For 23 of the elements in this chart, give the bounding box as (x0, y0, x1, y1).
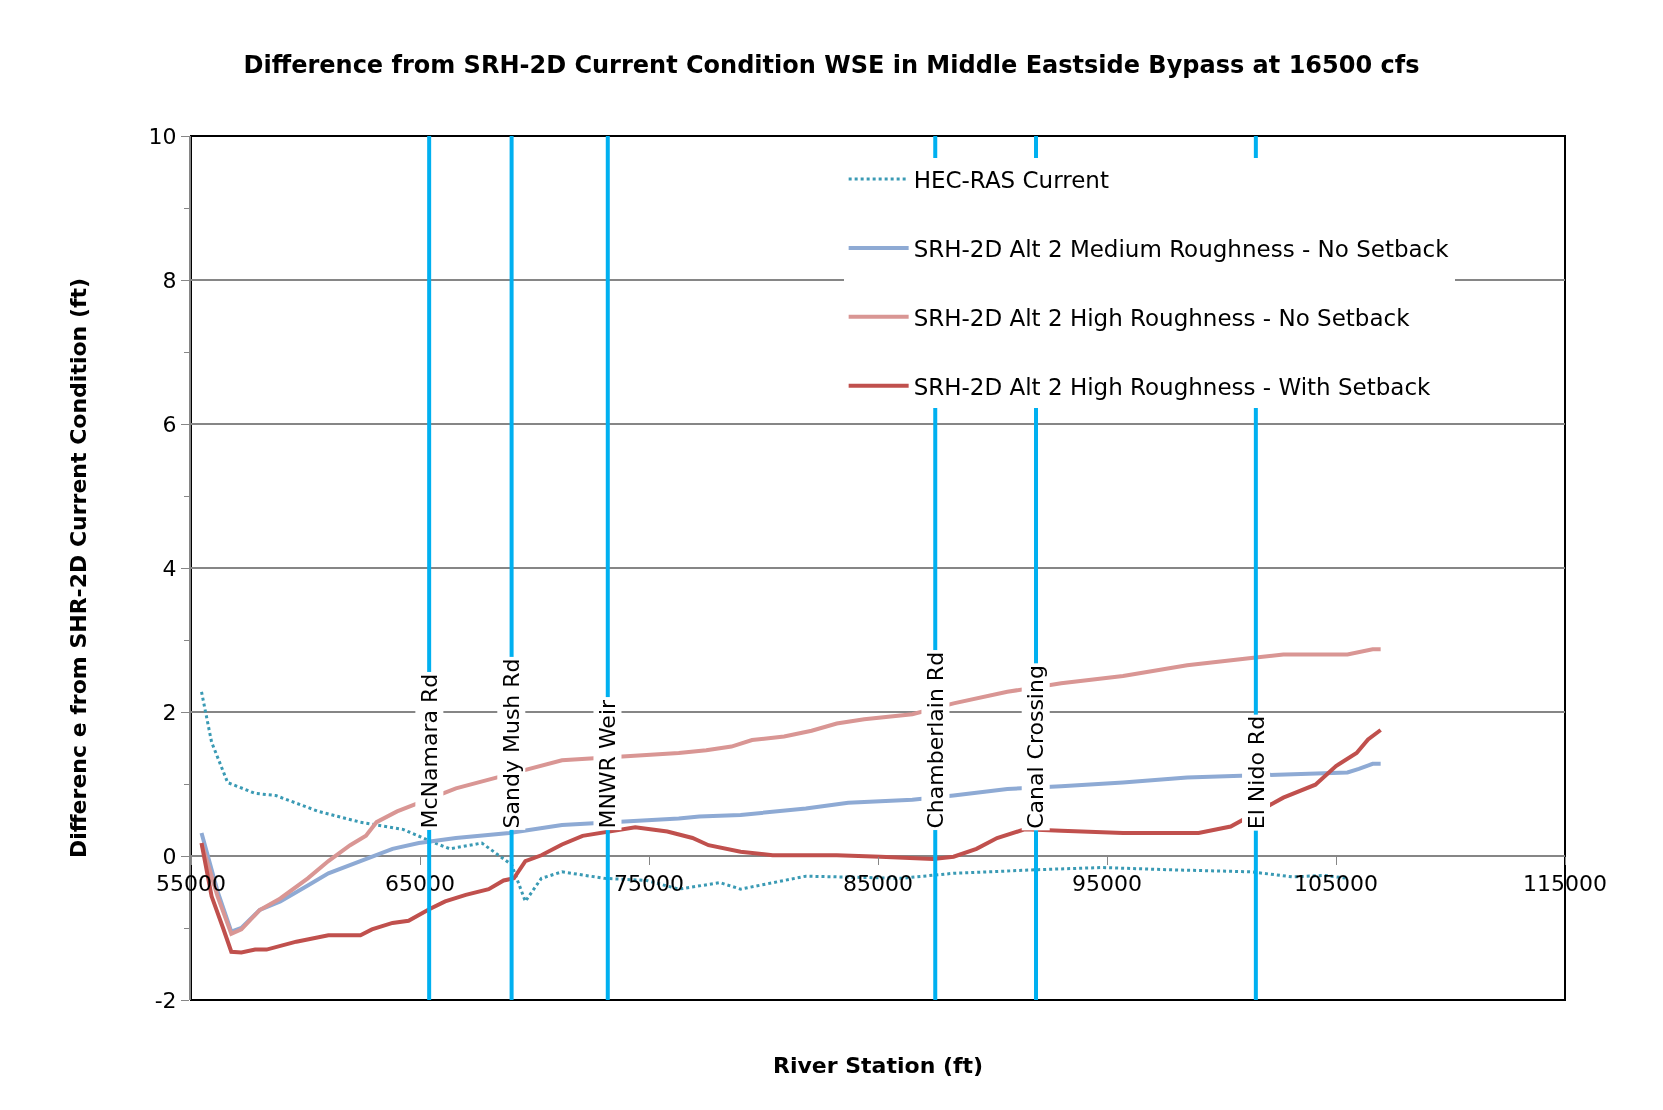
y-tick-label: -2 (154, 987, 177, 1013)
y-tick-label: 2 (162, 699, 177, 725)
ref-line-label: Canal Crossing (1023, 665, 1049, 829)
y-tick-label: 10 (148, 123, 177, 149)
chart-title: Difference from SRH-2D Current Condition WSE in Middle Eastside Bypass at 16500 cfs (243, 51, 1420, 80)
ref-line-label: MNWR Weir (594, 699, 620, 829)
ref-line-label: Sandy Mush Rd (498, 658, 524, 829)
ref-line-label: El Nido Rd (1243, 715, 1269, 830)
legend-label: SRH-2D Alt 2 Medium Roughness - No Setback (913, 235, 1450, 262)
y-tick-label: 6 (162, 411, 177, 437)
x-axis-title: River Station (ft) (773, 1053, 984, 1078)
legend-label: SRH-2D Alt 2 High Roughness - No Setback (913, 304, 1411, 331)
x-tick-label: 105000 (1294, 871, 1378, 897)
x-tick-label: 85000 (843, 871, 913, 897)
legend-label: HEC-RAS Current (913, 167, 1109, 194)
ref-line-label: McNamara Rd (416, 673, 442, 829)
y-tick-label: 8 (162, 267, 177, 293)
x-tick-label: 95000 (1072, 871, 1142, 897)
ref-line-label: Chamberlain Rd (922, 651, 948, 829)
legend-label: SRH-2D Alt 2 High Roughness - With Setback (913, 373, 1432, 400)
y-axis-title: Differenc e from SHR-2D Current Condition (ft) (66, 277, 91, 858)
y-tick-label: 4 (162, 555, 177, 581)
y-tick-label: 0 (162, 843, 177, 869)
